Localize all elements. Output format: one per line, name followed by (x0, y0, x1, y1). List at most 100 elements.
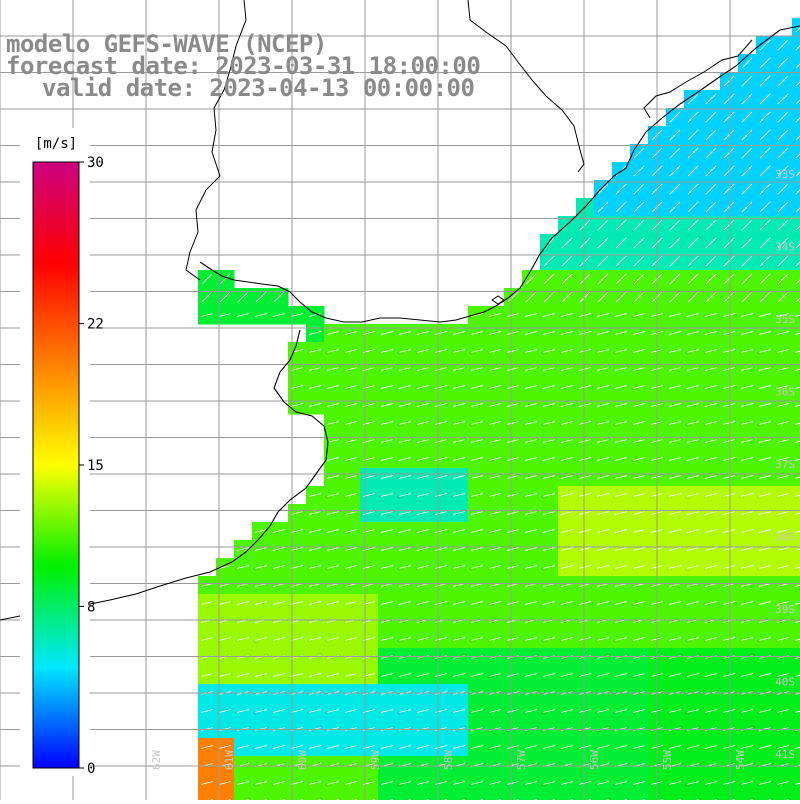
colorbar-scale (32, 161, 80, 769)
wind-arrow (632, 457, 646, 461)
wind-speed-cell (522, 792, 541, 804)
wind-arrow (236, 745, 250, 749)
wind-arrow (236, 637, 250, 641)
wind-speed-cell (792, 288, 800, 307)
wind-speed-cell (468, 792, 487, 804)
wind-arrow (416, 439, 430, 443)
wind-arrow (308, 709, 322, 713)
wind-arrow (416, 511, 430, 515)
wind-speed-cell (630, 792, 649, 804)
wind-arrow (470, 349, 484, 353)
wind-arrow (524, 349, 538, 353)
wind-arrow (398, 601, 412, 605)
wind-speed-cell (792, 540, 800, 559)
wind-arrow (524, 457, 538, 461)
wind-arrow (759, 201, 771, 213)
wind-arrow (597, 291, 609, 303)
wind-arrow (776, 403, 790, 407)
wind-arrow (344, 349, 358, 353)
wind-arrow (488, 565, 502, 569)
wind-arrow (488, 547, 502, 551)
wind-arrow (668, 475, 682, 479)
wind-arrow (560, 601, 574, 605)
wind-arrow (596, 709, 610, 713)
wind-arrow (452, 781, 466, 785)
wind-arrow (632, 421, 646, 425)
wind-arrow (632, 367, 646, 371)
wind-arrow (776, 421, 790, 425)
wind-arrow (218, 313, 232, 317)
wind-speed-cell (792, 630, 800, 649)
wind-arrow (434, 709, 448, 713)
wind-arrow (488, 637, 502, 641)
wind-arrow (308, 547, 322, 551)
wind-arrow (470, 601, 484, 605)
wind-arrow (506, 475, 520, 479)
wind-arrow (452, 673, 466, 677)
wind-arrow (398, 457, 412, 461)
longitude-label: 57W (515, 750, 528, 770)
wind-arrow (794, 368, 800, 371)
wind-arrow (758, 457, 772, 461)
wind-arrow (705, 291, 717, 303)
wind-arrow (741, 201, 753, 213)
wind-arrow (596, 367, 610, 371)
wind-arrow (578, 493, 592, 497)
wind-arrow (578, 385, 592, 389)
wind-arrow (758, 403, 772, 407)
wind-arrow (434, 421, 448, 425)
border-uruguay-brazil (467, 0, 585, 173)
wind-speed-cell (792, 432, 800, 451)
wind-arrow (795, 63, 800, 69)
wind-arrow (344, 367, 358, 371)
wind-arrow (272, 781, 286, 785)
wind-arrow (686, 439, 700, 443)
wind-arrow (416, 367, 430, 371)
wind-arrow (615, 273, 627, 285)
wind-arrow (470, 475, 484, 479)
wind-arrow (398, 709, 412, 713)
wind-arrow (506, 331, 520, 335)
wind-arrow (524, 601, 538, 605)
latitude-label: 39S (775, 603, 795, 616)
wind-arrow (398, 781, 412, 785)
wind-arrow (416, 349, 430, 353)
wind-arrow (380, 511, 394, 515)
wind-arrow (380, 745, 394, 749)
wind-speed-cell (774, 792, 793, 804)
wind-arrow (506, 313, 520, 317)
wind-arrow (686, 403, 700, 407)
wind-arrow (398, 529, 412, 533)
wind-arrow (795, 99, 800, 105)
wind-arrow (596, 439, 610, 443)
wind-arrow (326, 349, 340, 353)
wind-arrow (758, 331, 772, 335)
wind-arrow (633, 219, 645, 231)
wind-arrow (705, 129, 717, 141)
wind-arrow (290, 709, 304, 713)
wind-arrow (722, 637, 736, 641)
wind-speed-cell (486, 792, 505, 804)
wind-arrow (722, 331, 736, 335)
wind-arrow (344, 511, 358, 515)
wind-arrow (560, 475, 574, 479)
wind-arrow (524, 781, 538, 785)
wind-arrow (668, 745, 682, 749)
wind-arrow (741, 219, 753, 231)
wind-arrow (669, 129, 681, 141)
wind-speed-cell (792, 126, 800, 145)
wind-arrow (686, 475, 700, 479)
wind-arrow (578, 529, 592, 533)
wind-arrow (614, 367, 628, 371)
longitude-labels: 62W 61W 60W 59W 58W 57W 56W 55W 54W (150, 750, 747, 770)
wind-arrow (633, 201, 645, 213)
wind-arrow (524, 547, 538, 551)
wind-arrow (398, 385, 412, 389)
coastline-atlantic (199, 25, 800, 323)
wind-arrow (795, 171, 800, 177)
wind-arrow (669, 183, 681, 195)
wind-arrow (398, 331, 412, 335)
wind-arrow (795, 45, 800, 51)
wind-arrow (723, 129, 735, 141)
wind-arrow (794, 710, 800, 713)
